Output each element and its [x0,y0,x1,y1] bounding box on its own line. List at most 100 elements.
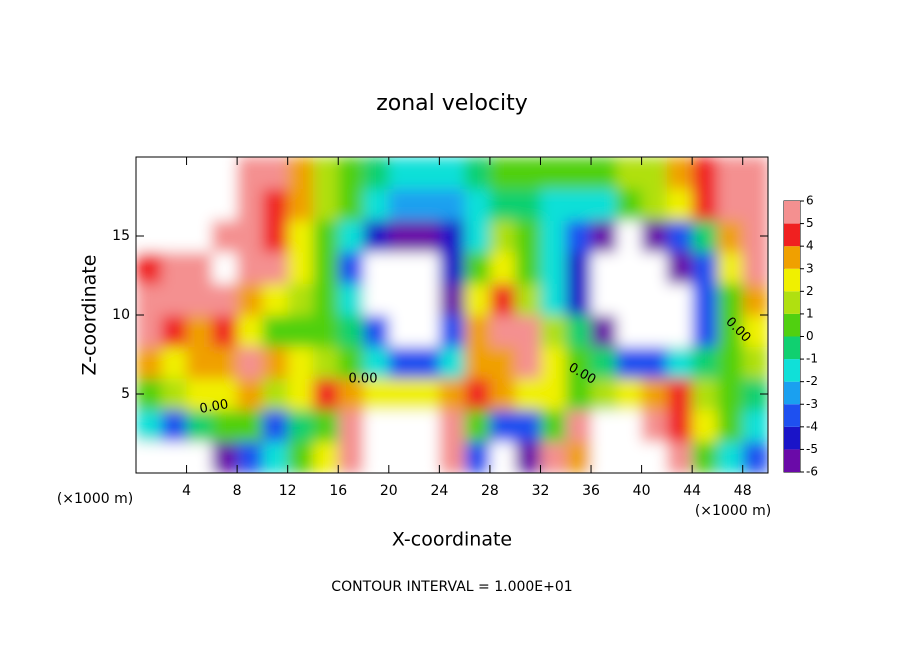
field-cell [388,157,415,190]
field-cell [211,441,238,473]
field-cell [565,251,592,284]
x-tick-label: 36 [582,483,600,499]
field-cell [565,346,592,379]
field-cell [565,157,592,190]
field-cell [540,220,567,253]
field-cell [666,188,693,221]
field-cell [388,346,415,379]
field-cell [717,157,744,190]
colorbar-swatch [784,381,800,405]
field-cell [540,441,567,473]
field-cell [540,251,567,284]
colorbar-swatch [784,336,800,360]
field-cell [414,157,440,190]
field-cell [161,346,188,379]
field-cell [237,441,263,473]
field-cell [742,346,768,379]
colorbar-tick-label: -4 [806,419,818,433]
field-cell [439,409,466,442]
colorbar-tick-label: 0 [806,329,814,343]
colorbar-tick-label: -3 [806,397,818,411]
field-cell [161,441,188,473]
field-cell [312,378,339,411]
field-cell [464,157,491,190]
field-cell [666,251,693,284]
field-cell [464,346,491,379]
field-cell [717,378,744,411]
colorbar-swatch [784,359,800,382]
field-cell [287,378,314,411]
field-cell [540,346,567,379]
field-cell [641,157,668,190]
field-cell [489,283,516,316]
field-cell [414,283,440,316]
field-cell [439,441,466,473]
field-cell [565,378,592,411]
field-cell [262,378,289,411]
x-tick-label: 32 [532,483,550,499]
field-cell [211,283,238,316]
field-cell [489,315,516,348]
x-tick-label: 4 [182,483,191,499]
field-cell [161,220,188,253]
field-cell [692,315,718,348]
field-cell [237,346,263,379]
contour-label: 0.00 [198,397,229,417]
field-cell [338,157,365,190]
field-cell [237,157,263,190]
field-cell [414,251,440,284]
field-cell [742,409,768,442]
field-cell [641,409,668,442]
colorbar-tick-label: 4 [806,239,814,253]
field-cell [287,441,314,473]
field-cell [211,378,238,411]
field-cell [388,409,415,442]
field-cell [186,378,213,411]
field-cell [388,441,415,473]
field-cell [312,283,339,316]
field-cell [464,409,491,442]
field-cell [186,441,213,473]
field-cell [616,346,643,379]
field-cell [717,188,744,221]
field-cell [388,378,415,411]
field-cell [515,251,541,284]
field-cell [414,220,440,253]
field-cell [338,441,365,473]
field-cell [287,251,314,284]
field-cell [363,346,390,379]
field-cell [565,220,592,253]
field-cell [186,251,213,284]
field-cell [439,157,466,190]
field-cell [666,315,693,348]
field-cell [237,220,263,253]
footer: CONTOUR INTERVAL = 1.000E+01 [331,579,572,595]
field-cell [287,188,314,221]
colorbar-tick-label: -6 [806,465,818,479]
field-cell [540,409,567,442]
field-cell [439,188,466,221]
colorbar-tick-label: -5 [806,442,818,456]
field-cell [388,220,415,253]
field-cell [489,378,516,411]
field-cell [312,251,339,284]
x-tick-label: 44 [683,483,701,499]
field-cell [338,409,365,442]
field-cell [287,157,314,190]
field [136,157,768,473]
field-cell [666,409,693,442]
field-cell [262,251,289,284]
field-cell [136,409,162,442]
field-cell [363,378,390,411]
field-cell [161,188,188,221]
field-cell [515,220,541,253]
field-cell [312,188,339,221]
field-cell [540,378,567,411]
contour-label: 0.00 [349,372,378,387]
x-tick-label: 24 [430,483,448,499]
field-cell [363,220,390,253]
field-cell [262,220,289,253]
field-cell [363,409,390,442]
field-cell [161,378,188,411]
field-cell [515,315,541,348]
